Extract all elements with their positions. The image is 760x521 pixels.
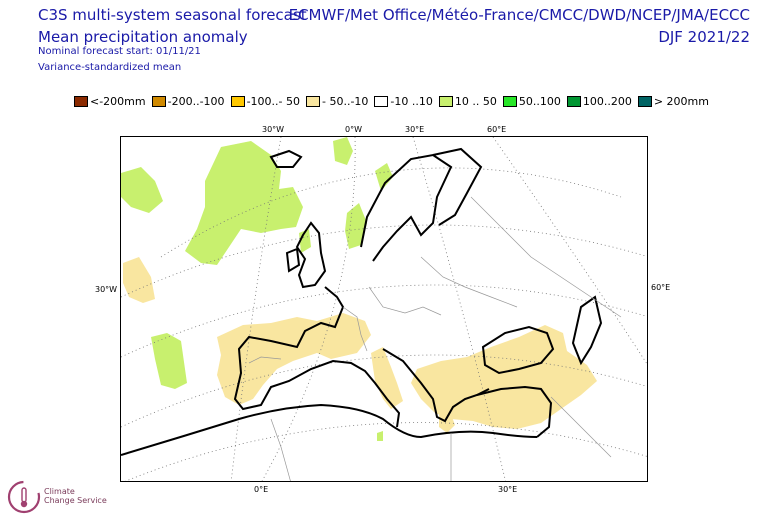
dry-area-greece [439, 409, 455, 433]
coast-turkey-levant [476, 385, 553, 438]
parallel-70n [160, 167, 622, 258]
border-iberia [248, 356, 282, 364]
legend-label: -10 ..10 [390, 95, 433, 108]
dry-area-italy [371, 347, 403, 409]
parallel-60n [121, 224, 647, 298]
wet-areas [121, 137, 393, 441]
parallel-50n [121, 284, 647, 358]
wet-area-atlantic-south [151, 333, 187, 389]
coastlines [121, 147, 603, 456]
grid-label-top-30e: 30°E [405, 125, 425, 134]
legend-label: -200..-100 [167, 95, 225, 108]
dry-area-balkans-turkey [411, 325, 597, 429]
grid-label-left-30w: 30°W [95, 285, 118, 294]
grid-label-right-60e: 60°E [651, 283, 671, 292]
dry-area-iberia [217, 313, 371, 405]
legend-item: -100..- 50 [230, 95, 300, 108]
legend-item: <-200mm [74, 95, 146, 108]
coast-finland-russia [432, 147, 483, 226]
parallel-40n [121, 354, 647, 428]
coast-north-africa [121, 403, 538, 456]
legend-item: 100..200 [566, 95, 632, 108]
legend-label: > 200mm [653, 95, 709, 108]
coast-ireland [285, 247, 301, 273]
dry-areas [123, 257, 597, 433]
meridian-60e [492, 137, 647, 365]
coast-balkans [382, 348, 490, 423]
wet-area-norway-coast [345, 203, 367, 249]
copernicus-logo-icon [7, 480, 41, 514]
coast-caspian [571, 295, 603, 366]
legend-swatch [374, 96, 389, 107]
legend-label: -100..- 50 [246, 95, 300, 108]
map-canvas [121, 137, 647, 481]
dry-area-atlantic [123, 257, 155, 303]
coast-scandinavia [360, 153, 453, 262]
grid-label-bottom-0: 0°E [254, 485, 269, 494]
legend-swatch [637, 96, 652, 107]
meridian-30e [412, 137, 506, 481]
legend-label: 10 .. 50 [454, 95, 497, 108]
legend-swatch [74, 96, 88, 107]
grid-label-top-60e: 60°E [487, 125, 507, 134]
legend-swatch [151, 96, 166, 107]
legend: <-200mm -200..-100 -100..- 50 - 50..-10 … [74, 95, 715, 108]
parallel-30n [124, 422, 647, 481]
wet-area-atlantic-west [121, 167, 163, 213]
legend-label: - 50..-10 [321, 95, 369, 108]
legend-swatch [305, 96, 320, 107]
wet-area-turkey [377, 431, 383, 441]
legend-item: 10 .. 50 [438, 95, 497, 108]
grid-label-top-0: 0°W [345, 125, 362, 134]
border-middle-east [550, 396, 612, 458]
legend-swatch [566, 96, 581, 107]
coast-britain [295, 221, 327, 289]
legend-item: -200..-100 [151, 95, 225, 108]
centres: ECMWF/Met Office/Météo-France/CMCC/DWD/N… [288, 6, 750, 24]
legend-label: 100..200 [582, 95, 632, 108]
coast-black-sea [481, 325, 555, 375]
logo-text: Climate Change Service [44, 487, 107, 505]
legend-swatch [438, 96, 453, 107]
country-borders [248, 196, 622, 481]
graticule [121, 137, 647, 481]
border-east-europe [420, 256, 518, 308]
border-france-germany [342, 306, 368, 352]
legend-label: 50..100 [518, 95, 561, 108]
method-note: Variance-standardized mean [38, 62, 182, 73]
border-russia [470, 196, 622, 318]
nominal-start: Nominal forecast start: 01/11/21 [38, 46, 201, 57]
logo-line-1: Climate [44, 487, 75, 496]
wet-area-greenland [333, 137, 353, 165]
legend-item: - 50..-10 [305, 95, 369, 108]
season: DJF 2021/22 [658, 28, 750, 46]
legend-label: <-200mm [90, 95, 146, 108]
border-north-africa [270, 418, 291, 481]
legend-swatch [502, 96, 517, 107]
grid-label-bottom-30e: 30°E [498, 485, 518, 494]
legend-item: -10 ..10 [374, 95, 433, 108]
map-panel [120, 136, 648, 482]
legend-item: 50..100 [502, 95, 561, 108]
coast-iceland [269, 149, 303, 168]
logo-line-2: Change Service [44, 496, 107, 505]
wet-area-norway [375, 163, 393, 191]
coast-west-europe [233, 286, 401, 428]
title-line-2: Mean precipitation anomaly [38, 28, 248, 46]
legend-item: > 200mm [637, 95, 709, 108]
grid-label-top-30w: 30°W [262, 125, 285, 134]
legend-swatch [230, 96, 245, 107]
wet-area-atlantic-north [185, 141, 303, 265]
title-line-1: C3S multi-system seasonal forecast [38, 6, 307, 24]
border-central-europe [368, 286, 442, 316]
